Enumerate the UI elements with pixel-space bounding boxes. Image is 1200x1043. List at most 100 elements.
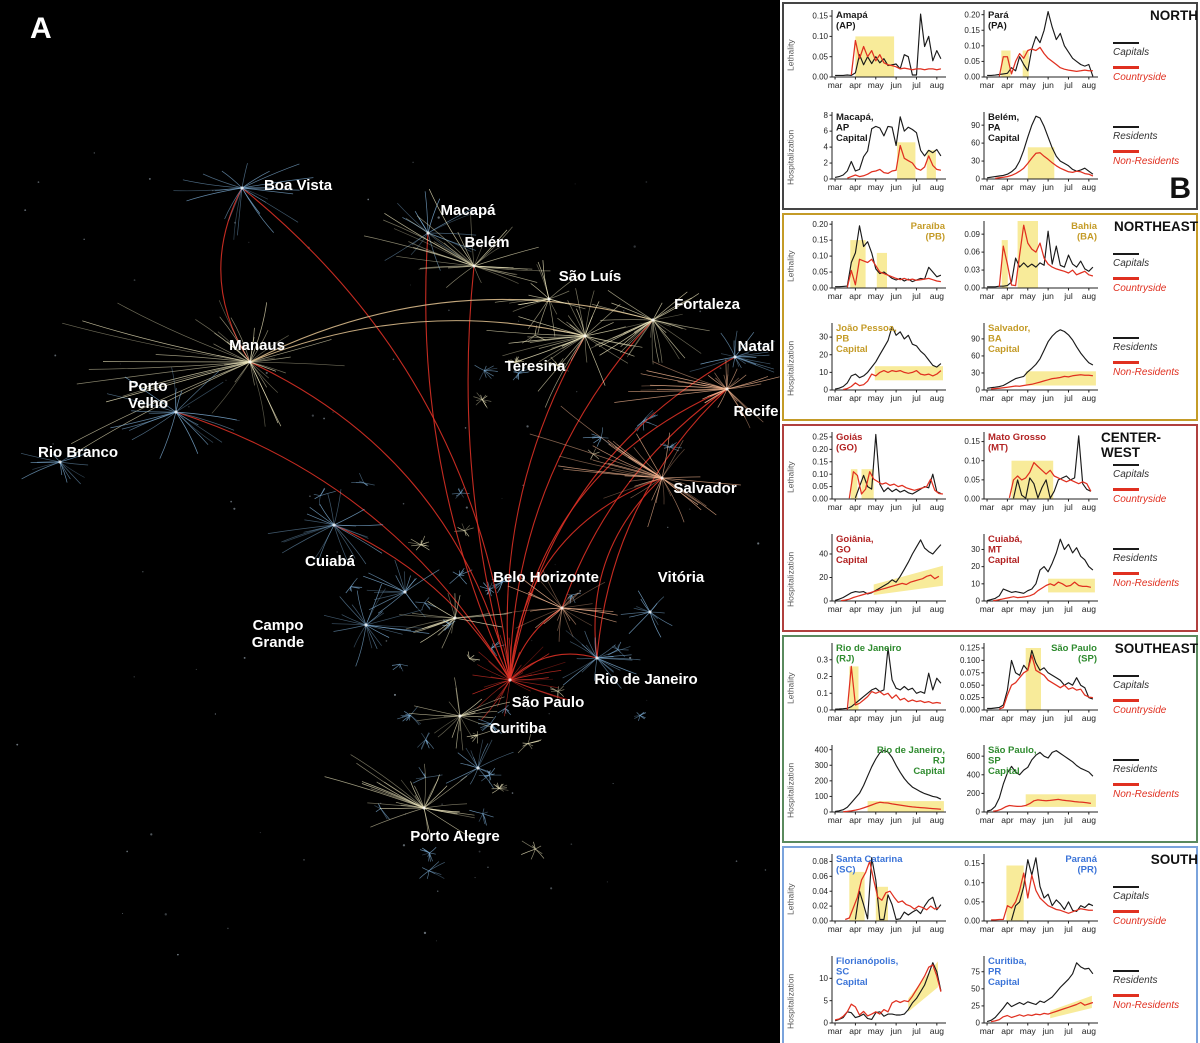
x-tick-label: jul — [911, 291, 921, 301]
x-tick-label: aug — [1082, 393, 1096, 403]
paraiba-lethality-title: Paraíba (PB) — [911, 221, 946, 243]
chart-cell: 0.00 0.05 0.10 0.15 0.20 mar apr may jun jul aug Pa… — [797, 215, 949, 317]
y-tick-label: 0.06 — [964, 248, 980, 257]
highlight-band — [873, 565, 943, 596]
y-tick-label: 30 — [971, 545, 980, 554]
x-tick-label: may — [868, 713, 885, 723]
x-tick-label: may — [868, 924, 885, 934]
city-label-porto-alegre: Porto Alegre — [410, 828, 499, 845]
x-tick-label: aug — [1082, 713, 1096, 723]
legend-item: Capitals — [1113, 675, 1166, 691]
city-label-vitoria: Vitória — [658, 569, 705, 586]
highlight-box — [1017, 221, 1038, 288]
city-label-manaus: Manaus — [229, 337, 285, 354]
x-tick-label: apr — [849, 80, 861, 90]
legend-label: Capitals — [1113, 47, 1150, 59]
hub-interior_mg — [363, 559, 440, 618]
x-tick-label: jun — [889, 182, 902, 192]
x-tick-label: may — [1020, 502, 1037, 512]
y-tick-label: 25 — [971, 1002, 980, 1011]
curitiba-hospitalization-title: Curitiba, PR Capital — [988, 956, 1027, 988]
cuiaba-hospitalization-title: Cuiabá, MT Capital — [988, 534, 1022, 566]
x-tick-label: mar — [828, 713, 843, 723]
legend-line-swatch — [1113, 548, 1139, 551]
y-tick-label: 0.08 — [812, 857, 828, 866]
legend-label: Residents — [1113, 975, 1158, 987]
hospitalization-axis-label: Hospitalization — [785, 340, 796, 396]
legend-item: Residents — [1113, 970, 1179, 986]
macapa-hospitalization-title: Macapá, AP Capital — [836, 112, 874, 144]
region-panel-center-west: Lethality 0.00 0.05 0.10 0.15 0.20 0.25 mar apr m… — [782, 424, 1198, 632]
x-tick-label: apr — [1001, 924, 1013, 934]
x-tick-label: jul — [1063, 604, 1073, 614]
legend-group: Residents Non-Residents — [1113, 337, 1179, 386]
legend-item: Non-Residents — [1113, 150, 1179, 167]
legend-label: Capitals — [1113, 258, 1150, 270]
legend-item: Capitals — [1113, 886, 1166, 902]
legend-label: Countryside — [1113, 704, 1167, 716]
curitiba-hospitalization-black-line — [986, 962, 1094, 1023]
y-tick-label: 0.05 — [812, 482, 828, 491]
y-tick-label: 0.00 — [964, 284, 980, 293]
florianopolis-hospitalization-chart: 0 5 10 mar apr may jun jul aug Florianópolis, SC Ca… — [819, 956, 946, 1036]
legend-column: NORTH Capitals Countryside Residents Non-Res… — [1101, 4, 1200, 208]
hub-rio — [562, 630, 641, 689]
x-tick-label: aug — [930, 924, 944, 934]
city-label-macapa: Macapá — [440, 202, 496, 219]
x-tick-label: mar — [980, 1026, 995, 1036]
map-minor-clusters — [313, 325, 683, 880]
y-tick-label: 0.05 — [964, 897, 980, 906]
x-tick-label: mar — [828, 1026, 843, 1036]
x-tick-label: mar — [980, 604, 995, 614]
map-city-hubs — [20, 163, 780, 838]
x-tick-label: jul — [911, 1026, 921, 1036]
y-tick-label: 0.05 — [964, 475, 980, 484]
chart-cell: 0.0 0.1 0.2 0.3 mar apr may jun jul aug Rio de Jan… — [797, 637, 949, 739]
brazil-flow-map: Boa Vista Macapá Belém São Luís Fortaleza Nat… — [16, 152, 780, 956]
x-tick-label: apr — [849, 182, 861, 192]
highlight-box — [1025, 648, 1041, 710]
city-label-belem: Belém — [464, 234, 509, 251]
hub-porto_alegre — [324, 754, 475, 838]
sao-paulo-capital-hospitalization-red-line — [993, 798, 1092, 812]
legend-label: Non-Residents — [1113, 366, 1180, 378]
x-tick-label: may — [1020, 182, 1037, 192]
region-title-north: NORTH — [1150, 8, 1198, 23]
y-tick-label: 90 — [971, 121, 980, 130]
x-tick-label: may — [1020, 815, 1037, 825]
x-tick-label: aug — [930, 502, 944, 512]
y-tick-label: 30 — [971, 157, 980, 166]
x-tick-label: jun — [889, 924, 902, 934]
legend-label: Non-Residents — [1113, 999, 1180, 1011]
x-tick-label: jun — [1041, 80, 1054, 90]
amapa-lethality-chart: 0.00 0.05 0.10 0.15 mar apr may jun jul aug Amapá(… — [812, 10, 946, 90]
belem-hospitalization-chart: 0 30 60 90 mar apr may jun jul aug Belém, PA Capital — [971, 112, 1098, 192]
y-tick-label: 0.3 — [817, 655, 829, 664]
santa-catarina-lethality-title: Santa Catarina (SC) — [836, 854, 903, 876]
chart-cell: 0.000 0.025 0.050 0.075 0.100 0.125 mar apr may j… — [949, 637, 1101, 739]
region-title-center-west: CENTER-WEST — [1101, 430, 1161, 460]
parana-lethality-title: Paraná (PR) — [1065, 854, 1097, 876]
y-tick-label: 0 — [824, 386, 829, 395]
belem-hospitalization-red-line — [995, 152, 1094, 180]
city-label-natal: Natal — [738, 338, 775, 355]
x-tick-label: mar — [828, 815, 843, 825]
hub-natal — [689, 330, 776, 373]
hub-macapa — [384, 191, 477, 271]
y-tick-label: 0.05 — [812, 268, 828, 277]
hospitalization-axis-label: Hospitalization — [785, 973, 796, 1029]
y-tick-label: 0.1 — [817, 689, 829, 698]
y-tick-label: 0 — [824, 175, 829, 184]
legend-label: Residents — [1113, 553, 1158, 565]
y-tick-label: 0.100 — [960, 656, 981, 665]
sao-paulo-capital-hospitalization-black-line — [986, 750, 1094, 812]
legend-line-swatch — [1113, 42, 1139, 45]
goiania-hospitalization-black-line — [834, 539, 942, 601]
x-tick-label: aug — [1082, 80, 1096, 90]
y-tick-label: 0.00 — [964, 495, 980, 504]
y-tick-label: 100 — [815, 792, 829, 801]
city-label-cuiaba: Cuiabá — [305, 553, 356, 570]
x-tick-label: jul — [1063, 502, 1073, 512]
x-tick-label: jun — [1041, 182, 1054, 192]
y-tick-label: 5 — [824, 996, 829, 1005]
